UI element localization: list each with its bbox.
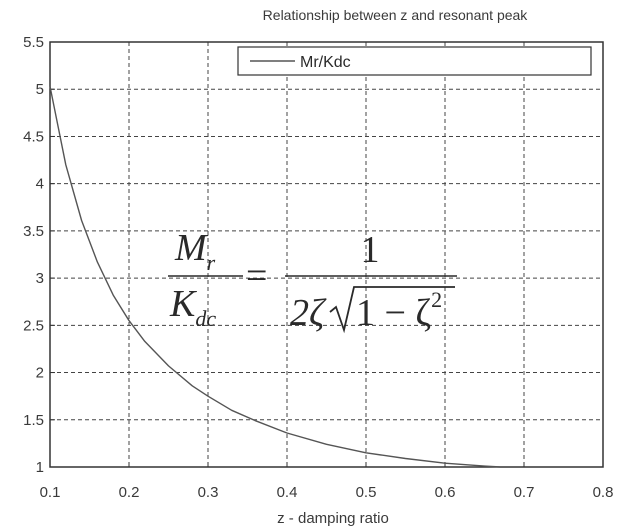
formula-lhs-numerator: Mr bbox=[174, 227, 216, 275]
x-axis-label: z - damping ratio bbox=[277, 510, 389, 527]
series-layer bbox=[49, 86, 501, 468]
y-tick-label: 4.5 bbox=[23, 128, 44, 145]
chart-title: Relationship between z and resonant peak bbox=[263, 7, 529, 23]
formula-lhs-num-sub: r bbox=[207, 250, 216, 275]
x-tick-label: 0.4 bbox=[277, 484, 298, 501]
series-line-mr-kdc bbox=[49, 86, 501, 468]
formula-rhs-radicand: 1 − ζ2 bbox=[356, 287, 442, 334]
x-tick-label: 0.3 bbox=[198, 484, 219, 501]
x-tick-label: 0.1 bbox=[40, 484, 61, 501]
x-axis: 0.1 0.2 0.3 0.4 0.5 0.6 0.7 0.8 bbox=[40, 462, 614, 501]
formula-rhs-coefficient: 2ζ bbox=[290, 292, 327, 334]
x-tick-label: 0.2 bbox=[119, 484, 140, 501]
y-tick-label: 3 bbox=[36, 270, 44, 287]
formula-lhs-denominator: Kdc bbox=[169, 283, 216, 331]
y-tick-label: 1 bbox=[36, 459, 44, 476]
x-tick-label: 0.6 bbox=[435, 484, 456, 501]
y-tick-label: 5.5 bbox=[23, 34, 44, 51]
y-tick-label: 5 bbox=[36, 81, 44, 98]
formula-rhs-numerator: 1 bbox=[361, 229, 380, 271]
formula-radicand-exponent: 2 bbox=[431, 287, 442, 312]
y-tick-label: 2 bbox=[36, 365, 44, 382]
y-axis: 1 1.5 2 2.5 3 3.5 4 4.5 5 5.5 bbox=[23, 34, 55, 476]
grid bbox=[50, 42, 603, 467]
formula-lhs-den-main: K bbox=[169, 283, 197, 325]
y-tick-label: 3.5 bbox=[23, 223, 44, 240]
y-tick-label: 2.5 bbox=[23, 317, 44, 334]
x-tick-label: 0.8 bbox=[593, 484, 614, 501]
x-tick-label: 0.7 bbox=[514, 484, 535, 501]
plot-area-frame bbox=[49, 41, 604, 468]
formula-equals: = bbox=[246, 255, 267, 297]
legend: Mr/Kdc bbox=[237, 46, 592, 76]
legend-box bbox=[237, 46, 592, 76]
legend-label-mr-kdc: Mr/Kdc bbox=[300, 54, 351, 71]
x-tick-label: 0.5 bbox=[356, 484, 377, 501]
formula-radicand-text: 1 − ζ bbox=[356, 292, 431, 334]
formula-lhs-num-main: M bbox=[174, 227, 209, 269]
formula-sqrt-sign bbox=[329, 286, 455, 334]
formula-annotation: Mr Kdc = 1 2ζ 1 − ζ2 bbox=[168, 227, 457, 334]
y-tick-label: 1.5 bbox=[23, 412, 44, 429]
formula-lhs-den-sub: dc bbox=[195, 306, 216, 331]
y-tick-label: 4 bbox=[36, 176, 44, 193]
